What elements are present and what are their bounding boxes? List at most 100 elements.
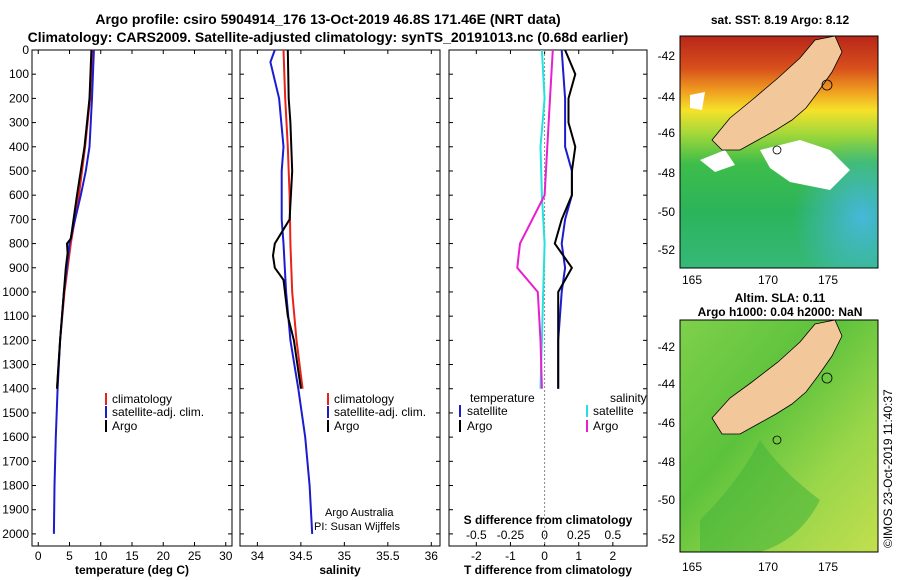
x-tick-label: -1 <box>505 549 516 563</box>
depth-tick-label: 500 <box>9 164 29 178</box>
sst-lon-175: 175 <box>818 273 838 287</box>
depth-tick-label: 200 <box>9 91 29 105</box>
depth-tick-label: 1700 <box>2 454 29 468</box>
x-tick-label: 0 <box>35 549 42 563</box>
x-tick-label: 0 <box>541 549 548 563</box>
sla-low-anomaly <box>700 440 820 552</box>
sst-lat-42: -42 <box>658 49 676 63</box>
sst-land-new-zealand <box>711 36 843 151</box>
depth-tick-label: 900 <box>9 261 29 275</box>
depth-tick-label: 100 <box>9 67 29 81</box>
sst-lat-44: -44 <box>658 90 676 104</box>
s-diff-tick-label: -0.25 <box>497 528 525 542</box>
sst-lat-50: -50 <box>658 205 676 219</box>
x-tick-label: 10 <box>94 549 108 563</box>
sla-lat-42: -42 <box>658 340 676 354</box>
depth-tick-label: 1900 <box>2 503 29 517</box>
x-tick-label: -2 <box>471 549 482 563</box>
sst-map-ticks: -42 -44 -46 -48 -50 -52 165 170 175 <box>658 49 839 287</box>
sla-lon-165: 165 <box>682 560 702 574</box>
salinity-legend: climatology satellite-adj. clim. Argo Ar… <box>314 392 426 533</box>
sst-lon-170: 170 <box>758 273 778 287</box>
salinity-annotation-pi: PI: Susan Wijffels <box>314 521 400 533</box>
x-tick-label: 34 <box>251 549 265 563</box>
difference-panel-s-satellite-line <box>539 49 546 389</box>
salinity-axis-label: salinity <box>319 563 361 577</box>
depth-tick-label: 0 <box>22 43 29 57</box>
depth-tick-label: 1000 <box>2 285 29 299</box>
depth-tick-label: 1500 <box>2 406 29 420</box>
sla-lat-50: -50 <box>658 493 676 507</box>
depth-tick-label: 1400 <box>2 382 29 396</box>
salinity-annotation-argo-australia: Argo Australia <box>325 507 394 519</box>
difference-legend-temperature-title: temperature <box>470 391 535 405</box>
sst-lat-46: -46 <box>658 126 676 140</box>
x-tick-label: 15 <box>125 549 139 563</box>
difference-panel-s-argo-line <box>516 49 554 389</box>
temperature-legend-satellite: satellite-adj. clim. <box>112 405 204 419</box>
sst-cloud-mask <box>690 92 850 190</box>
sst-lat-52: -52 <box>658 243 676 257</box>
difference-legend: temperature salinity satellite Argo sate… <box>459 391 647 433</box>
x-tick-label: 34.5 <box>289 549 313 563</box>
s-diff-tick-label: 0.25 <box>567 528 591 542</box>
sst-argo-marker <box>821 79 833 91</box>
temperature-legend: climatology satellite-adj. clim. Argo <box>105 392 204 433</box>
t-difference-axis-label: T difference from climatology <box>464 563 632 577</box>
figure-title-line2: Climatology: CARS2009. Satellite-adjuste… <box>28 29 629 45</box>
axis-ticks-layer: 0100200300400500600700800900100011001200… <box>2 43 647 563</box>
sla-float-marker <box>772 435 782 445</box>
temperature-legend-climatology: climatology <box>112 392 172 406</box>
depth-tick-label: 1100 <box>3 309 29 323</box>
x-tick-label: 20 <box>157 549 171 563</box>
sst-float-marker <box>772 145 782 155</box>
sla-lon-170: 170 <box>758 560 778 574</box>
depth-tick-label: 700 <box>9 212 29 226</box>
sla-map-ticks: -42 -44 -46 -48 -50 -52 165 170 175 <box>658 340 839 574</box>
sla-lat-52: -52 <box>658 532 676 546</box>
sst-map <box>680 36 878 268</box>
x-tick-label: 2 <box>610 549 617 563</box>
sla-lat-46: -46 <box>658 416 676 430</box>
depth-tick-label: 600 <box>9 188 29 202</box>
depth-tick-label: 800 <box>9 237 29 251</box>
sla-lat-44: -44 <box>658 377 676 391</box>
difference-panel-t-argo-line <box>553 49 577 389</box>
figure-title-line1: Argo profile: csiro 5904914_176 13-Oct-2… <box>95 11 560 27</box>
depth-tick-label: 300 <box>9 116 29 130</box>
sla-lat-48: -48 <box>658 455 676 469</box>
sla-land-new-zealand <box>711 320 843 435</box>
depth-tick-label: 1200 <box>2 333 29 347</box>
salinity-legend-climatology: climatology <box>334 392 394 406</box>
depth-tick-label: 400 <box>9 140 29 154</box>
s-difference-axis-label: S difference from climatology <box>464 513 633 527</box>
sla-argo-marker <box>821 372 833 384</box>
difference-legend-s-satellite: satellite <box>593 404 634 418</box>
sst-map-title: sat. SST: 8.19 Argo: 8.12 <box>711 13 850 27</box>
depth-tick-label: 1800 <box>2 479 29 493</box>
temperature-panel-argo-line <box>56 49 93 389</box>
x-tick-label: 36 <box>425 549 439 563</box>
difference-legend-t-satellite: satellite <box>467 404 508 418</box>
x-tick-label: 30 <box>219 549 233 563</box>
difference-panel-t-satellite-line <box>557 49 573 389</box>
profile-lines-layer <box>52 49 577 534</box>
salinity-panel-argo-line <box>271 49 302 389</box>
difference-legend-salinity-title: salinity <box>610 391 647 405</box>
temperature-axis-label: temperature (deg C) <box>75 563 189 577</box>
depth-tick-label: 2000 <box>2 527 29 541</box>
credit-timestamp: ©IMOS 23-Oct-2019 11:40:37 <box>881 389 895 548</box>
sla-map-title-2: Argo h1000: 0.04 h2000: NaN <box>698 305 863 319</box>
temperature-legend-argo: Argo <box>112 419 138 433</box>
s-diff-tick-label: 0.5 <box>605 528 622 542</box>
sla-lon-175: 175 <box>818 560 838 574</box>
difference-plot-frame <box>448 49 648 547</box>
x-tick-label: 25 <box>188 549 202 563</box>
x-tick-label: 35.5 <box>376 549 400 563</box>
x-tick-label: 5 <box>66 549 73 563</box>
salinity-panel-satellite-adj-clim--line <box>269 49 314 534</box>
difference-legend-t-argo: Argo <box>467 419 493 433</box>
temperature-panel-satellite-adj-clim--line <box>52 49 95 534</box>
depth-tick-label: 1300 <box>2 358 29 372</box>
